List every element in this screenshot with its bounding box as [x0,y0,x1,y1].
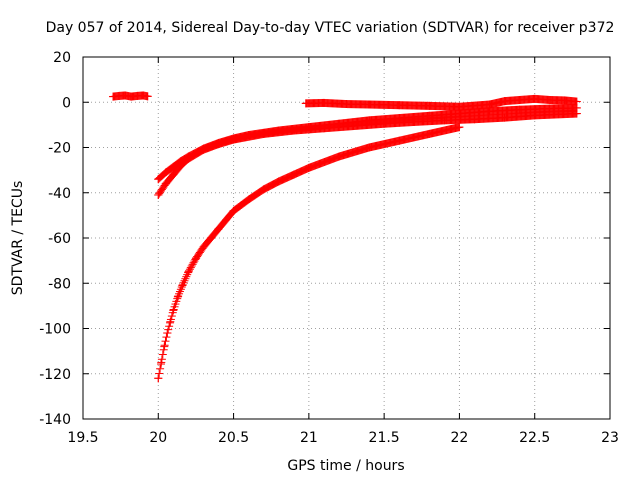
series-trace [154,109,581,200]
x-tick-label: 22.5 [519,430,550,446]
y-tick-label: -80 [48,276,71,292]
x-tick-label: 21 [300,430,318,446]
x-axis-label: GPS time / hours [287,458,404,474]
x-tick-label: 23 [601,430,619,446]
chart-title: Day 057 of 2014, Sidereal Day-to-day VTE… [46,20,615,36]
x-tick-label: 19.5 [67,430,98,446]
y-tick-label: -40 [48,186,71,202]
y-tick-label: -60 [48,231,71,247]
y-tick-label: -100 [39,322,71,338]
x-tick-label: 22 [451,430,469,446]
y-tick-labels: -140 -120 -100 -80 -60 -40 -20 0 20 [39,50,71,428]
series-4 [154,109,581,200]
series-trace [154,123,464,383]
x-tick-label: 20.5 [218,430,249,446]
plot-frame [82,56,611,420]
y-tick-label: -20 [48,141,71,157]
y-tick-label: -140 [39,412,71,428]
y-tick-label: 20 [53,50,71,66]
series-trace [109,91,152,101]
series-1 [109,91,152,101]
x-tick-labels: 19.5 20 20.5 21 21.5 22 22.5 23 [67,430,619,446]
data-points [109,91,581,383]
x-tick-label: 21.5 [369,430,400,446]
series-2 [301,94,581,111]
series-5 [154,123,464,383]
x-tick-label: 20 [149,430,167,446]
series-trace [301,94,580,111]
y-axis-label: SDTVAR / TECUs [10,181,26,296]
y-tick-label: -120 [39,367,71,383]
y-tick-label: 0 [62,95,71,111]
